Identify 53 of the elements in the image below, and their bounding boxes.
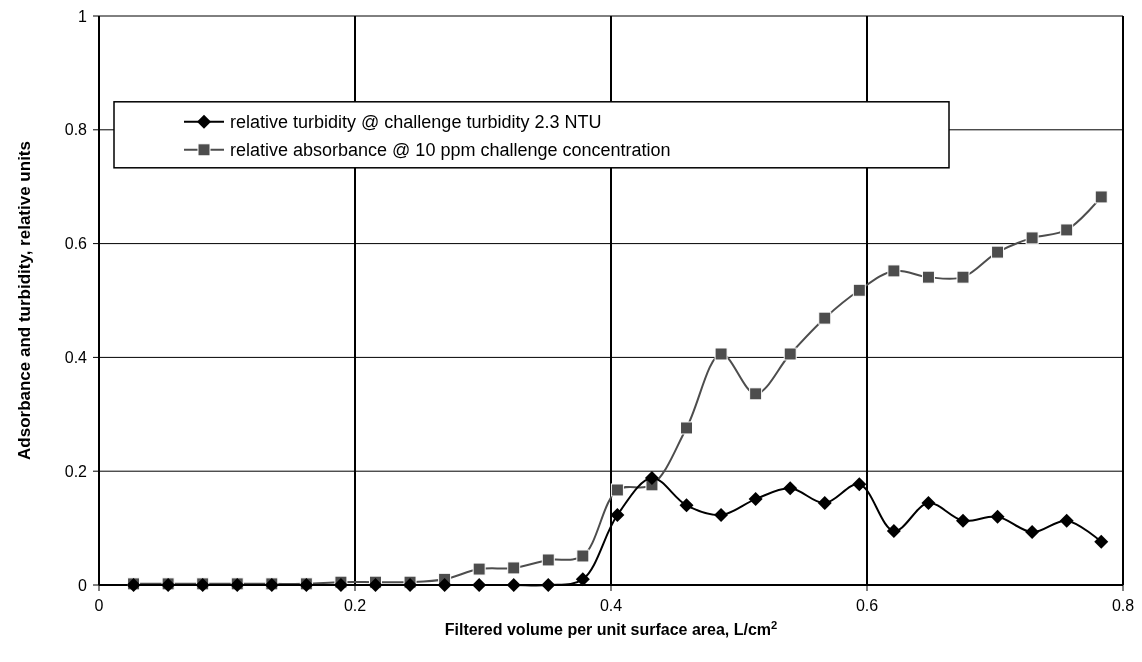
point — [1059, 513, 1074, 528]
y-tick-label: 1 — [78, 7, 88, 25]
point — [1060, 223, 1074, 237]
point — [921, 496, 936, 511]
point — [472, 562, 486, 576]
point — [783, 347, 797, 361]
x-tick-label: 0.8 — [1111, 597, 1135, 614]
y-tick-label: 0.6 — [64, 235, 88, 253]
point — [749, 387, 763, 401]
x-tick-label: 0.6 — [855, 597, 879, 614]
point — [437, 578, 452, 592]
point — [472, 578, 487, 592]
point — [956, 270, 970, 284]
point — [1025, 525, 1040, 540]
point — [575, 572, 590, 587]
point — [818, 311, 832, 325]
point — [1094, 190, 1108, 204]
point — [610, 508, 625, 523]
point — [886, 523, 901, 538]
point — [956, 513, 970, 528]
y-axis-title: Adsorbance and turbidity, relative units — [15, 141, 34, 460]
point — [748, 492, 763, 507]
point — [576, 549, 590, 563]
point — [506, 578, 521, 592]
point — [680, 421, 694, 435]
point — [507, 561, 521, 575]
point — [990, 509, 1005, 524]
point — [1094, 534, 1109, 549]
point — [714, 508, 729, 523]
y-tick-label: 0.4 — [64, 349, 88, 366]
point — [852, 283, 866, 297]
point — [714, 347, 728, 361]
point — [921, 270, 935, 284]
point — [991, 245, 1005, 259]
point — [679, 498, 694, 513]
x-tick-label: 0 — [94, 597, 104, 614]
legend-label: relative absorbance @ 10 ppm challenge concentration — [230, 140, 671, 161]
point — [644, 471, 659, 486]
x-tick-label: 0.4 — [599, 597, 623, 614]
point — [1025, 231, 1039, 245]
legend-label: relative turbidity @ challenge turbidity 2.3 NTU — [230, 112, 602, 133]
point — [852, 477, 867, 492]
x-axis-title: Filtered volume per unit surface area, L/cm$^{2}$ — [444, 619, 778, 638]
point — [541, 553, 555, 567]
point — [541, 578, 556, 592]
y-tick-label: 0.8 — [64, 121, 88, 139]
y-tick-label: 0 — [78, 576, 88, 594]
y-tick-label: 0.2 — [64, 462, 88, 480]
point — [783, 481, 798, 496]
x-tick-label: 0.2 — [343, 597, 367, 614]
point — [817, 496, 832, 511]
point — [887, 264, 901, 278]
point — [610, 483, 624, 497]
